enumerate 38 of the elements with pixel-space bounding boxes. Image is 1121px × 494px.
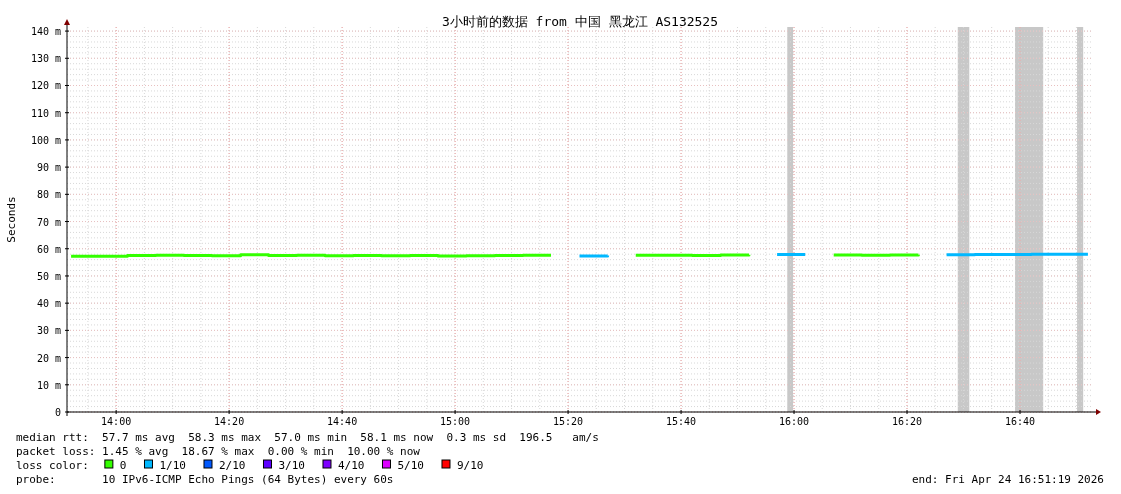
y-tick-label: 70 m (36, 216, 61, 228)
y-axis-title: Seconds (5, 196, 18, 243)
y-tick-label: 10 m (36, 379, 61, 391)
x-tick-label: 16:00 (778, 416, 810, 427)
legend-label: 5/10 (397, 459, 424, 472)
text: median rtt: 57.7 ms avg 58.3 ms max 57.0 ms min 58.1 ms now 0.3 ms sd 196.5 am/s (16, 431, 599, 444)
y-tick-label: 40 m (36, 298, 61, 310)
y-tick-label: 0 (54, 407, 61, 418)
y-tick-label: 60 m (36, 243, 61, 255)
legend-label: 4/10 (337, 459, 365, 472)
y-tick-label: 120 m (30, 80, 61, 92)
legend-label: 0 (119, 459, 127, 472)
y-tick-label: 80 m (36, 189, 61, 201)
chart-title: 3小时前的数据 from 中国 黑龙江 AS132525 (441, 14, 719, 29)
y-tick-label: 30 m (36, 325, 61, 337)
legend-title: loss color: (16, 459, 89, 472)
y-tick-label: 110 m (30, 107, 61, 119)
text: end: Fri Apr 24 16:51:19 2026 (911, 473, 1104, 486)
y-tick-label: 20 m (36, 352, 61, 364)
y-tick-label: 140 m (30, 26, 61, 38)
legend-label: 2/10 (218, 459, 246, 472)
x-tick-label: 14:20 (214, 416, 245, 427)
legend-label: 3/10 (278, 459, 305, 472)
legend-label: 1/10 (159, 459, 186, 472)
x-tick-label: 16:40 (1004, 416, 1036, 427)
y-tick-label: 130 m (30, 53, 61, 65)
text: packet loss: 1.45 % avg 18.67 % max 0.00 % min 10.00 % now (16, 445, 421, 458)
x-tick-label: 15:20 (553, 416, 584, 427)
x-tick-label: 14:00 (101, 416, 132, 427)
y-tick-label: 100 m (30, 134, 61, 146)
legend-label: 9/10 (456, 459, 484, 472)
x-tick-label: 16:20 (891, 416, 923, 427)
x-tick-label: 15:00 (440, 416, 471, 427)
y-tick-label: 50 m (36, 270, 61, 282)
x-tick-label: 14:40 (327, 416, 358, 427)
x-tick-label: 15:40 (666, 416, 697, 427)
y-tick-label: 90 m (36, 162, 61, 174)
text: probe: 10 IPv6-ICMP Echo Pings (64 Bytes) every 60s (16, 473, 394, 486)
